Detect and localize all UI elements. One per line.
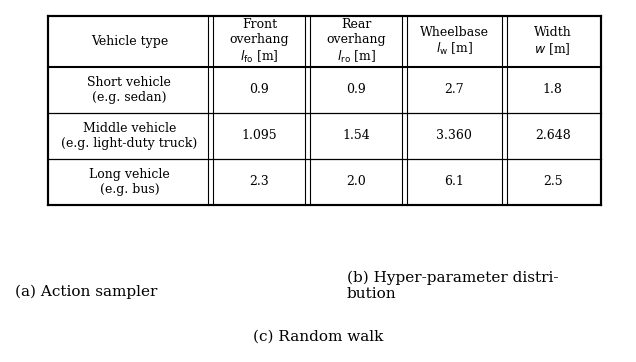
- Text: Wheelbase
$l_{\mathrm{w}}$ [m]: Wheelbase $l_{\mathrm{w}}$ [m]: [420, 26, 489, 57]
- Text: (a) Action sampler: (a) Action sampler: [15, 284, 157, 299]
- Text: Long vehicle
(e.g. bus): Long vehicle (e.g. bus): [89, 168, 170, 195]
- Text: Width
$w$ [m]: Width $w$ [m]: [534, 26, 572, 57]
- Text: 0.9: 0.9: [346, 83, 366, 96]
- Text: Vehicle type: Vehicle type: [91, 35, 168, 48]
- Text: 1.095: 1.095: [242, 129, 277, 142]
- Text: Front
overhang
$l_{\mathrm{fo}}$ [m]: Front overhang $l_{\mathrm{fo}}$ [m]: [230, 18, 289, 65]
- Text: 2.3: 2.3: [249, 175, 269, 188]
- Text: Middle vehicle
(e.g. light-duty truck): Middle vehicle (e.g. light-duty truck): [61, 122, 197, 150]
- Text: 2.0: 2.0: [346, 175, 366, 188]
- Text: 1.54: 1.54: [342, 129, 370, 142]
- Text: (b) Hyper-parameter distri-
bution: (b) Hyper-parameter distri- bution: [347, 271, 558, 301]
- Text: 2.7: 2.7: [445, 83, 464, 96]
- Text: 3.360: 3.360: [436, 129, 473, 142]
- Text: Rear
overhang
$l_{\mathrm{ro}}$ [m]: Rear overhang $l_{\mathrm{ro}}$ [m]: [326, 18, 386, 65]
- Text: (c) Random walk: (c) Random walk: [253, 330, 383, 344]
- Text: 2.5: 2.5: [543, 175, 562, 188]
- Text: 6.1: 6.1: [445, 175, 464, 188]
- Text: Short vehicle
(e.g. sedan): Short vehicle (e.g. sedan): [87, 76, 171, 104]
- Text: 0.9: 0.9: [249, 83, 269, 96]
- Text: 1.8: 1.8: [543, 83, 562, 96]
- Text: 2.648: 2.648: [535, 129, 570, 142]
